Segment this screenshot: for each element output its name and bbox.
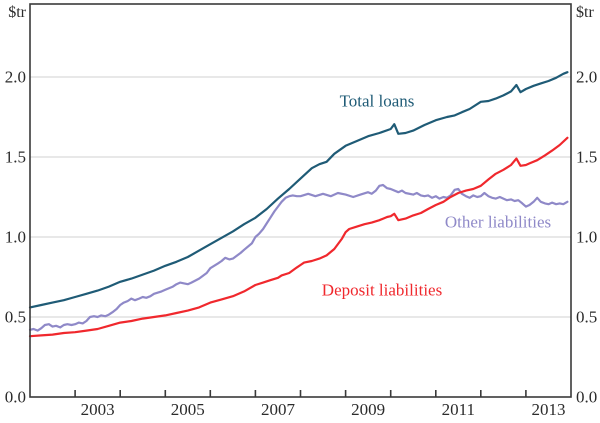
x-tick-label-2003: 2003	[80, 400, 115, 419]
x-tick-label-2013: 2013	[531, 400, 566, 419]
y-tick-label-right-0.0: 0.0	[576, 387, 598, 407]
series-label-other-liabilities: Other liabilities	[444, 212, 552, 232]
y-axis-unit-right: $tr	[576, 4, 594, 21]
y-tick-label-right-2.0: 2.0	[576, 67, 598, 87]
x-tick-label-2005: 2005	[170, 400, 205, 419]
series-line-other-liabilities	[28, 183, 569, 332]
x-tick-label-2009: 2009	[351, 400, 386, 419]
y-tick-label-right-0.5: 0.5	[576, 307, 598, 327]
series-label-total-loans: Total loans	[339, 91, 415, 111]
x-tick-label-2007: 2007	[261, 400, 295, 419]
y-tick-label-right-1.5: 1.5	[576, 147, 598, 167]
series-label-deposit-liabilities: Deposit liabilities	[321, 280, 443, 300]
y-tick-label-left-2.0: 2.0	[4, 67, 26, 87]
y-tick-label-right-1.0: 1.0	[576, 227, 598, 247]
y-tick-label-left-1.5: 1.5	[4, 147, 26, 167]
plot-border	[29, 3, 572, 398]
y-tick-label-left-0.5: 0.5	[4, 307, 26, 327]
series-line-total-loans	[28, 71, 569, 309]
x-tick-label-2011: 2011	[441, 400, 475, 419]
y-tick-label-left-0.0: 0.0	[4, 387, 26, 407]
y-tick-label-left-1.0: 1.0	[4, 227, 26, 247]
series-line-deposit-liabilities	[28, 136, 569, 338]
y-axis-unit-left: $tr	[8, 4, 26, 21]
